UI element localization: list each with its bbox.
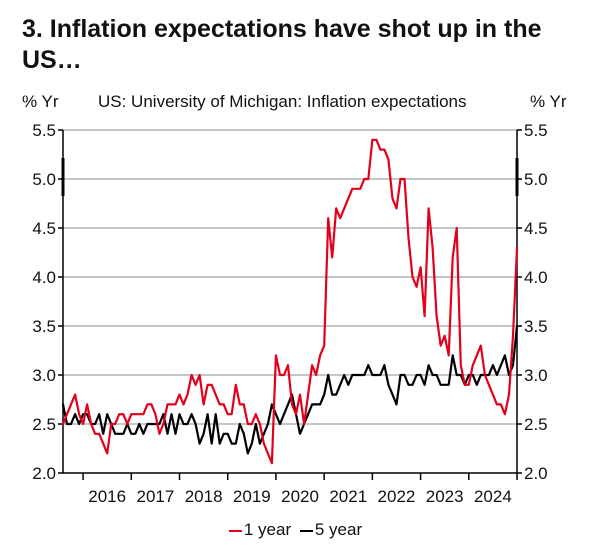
legend-swatch-5-year — [299, 529, 313, 532]
y-axis-left-unit: % Yr — [22, 92, 59, 111]
y-tick-label-left: 5.5 — [32, 121, 56, 140]
legend-label-5-year: 5 year — [314, 520, 363, 539]
y-tick-label-right: 2.5 — [524, 415, 548, 434]
legend-swatch-1-year — [228, 529, 242, 532]
y-tick-label-right: 5.5 — [524, 121, 548, 140]
x-tick-label: 2018 — [185, 487, 223, 506]
y-tick-label-left: 2.5 — [32, 415, 56, 434]
y-tick-label-left: 4.5 — [32, 219, 56, 238]
y-tick-label-left: 3.0 — [32, 366, 56, 385]
x-tick-label: 2022 — [378, 487, 416, 506]
y-tick-label-left: 2.0 — [32, 464, 56, 483]
y-tick-label-right: 5.0 — [524, 170, 548, 189]
chart-legend: 1 year 5 year — [0, 520, 591, 540]
x-tick-label: 2019 — [233, 487, 271, 506]
y-tick-label-right: 3.5 — [524, 317, 548, 336]
y-tick-label-right: 4.0 — [524, 268, 548, 287]
x-tick-label: 2016 — [88, 487, 126, 506]
y-tick-label-left: 3.5 — [32, 317, 56, 336]
series-line-1-year — [61, 138, 519, 465]
x-tick-label: 2017 — [136, 487, 174, 506]
y-tick-label-left: 4.0 — [32, 268, 56, 287]
y-tick-label-right: 4.5 — [524, 219, 548, 238]
x-tick-label: 2021 — [329, 487, 367, 506]
y-axis-right-unit: % Yr — [530, 92, 567, 111]
y-tick-label-right: 2.0 — [524, 464, 548, 483]
chart-subtitle: US: University of Michigan: Inflation ex… — [98, 92, 467, 111]
y-tick-label-right: 3.0 — [524, 366, 548, 385]
x-tick-label: 2020 — [281, 487, 319, 506]
x-tick-label: 2023 — [426, 487, 464, 506]
y-tick-label-left: 5.0 — [32, 170, 56, 189]
series-line-5-year — [61, 324, 519, 455]
page-title: 3. Inflation expectations have shot up i… — [22, 15, 542, 74]
legend-label-1-year: 1 year — [243, 520, 292, 539]
legend-item-1-year: 1 year — [228, 520, 292, 540]
legend-item-5-year: 5 year — [299, 520, 363, 540]
x-tick-label: 2024 — [474, 487, 512, 506]
